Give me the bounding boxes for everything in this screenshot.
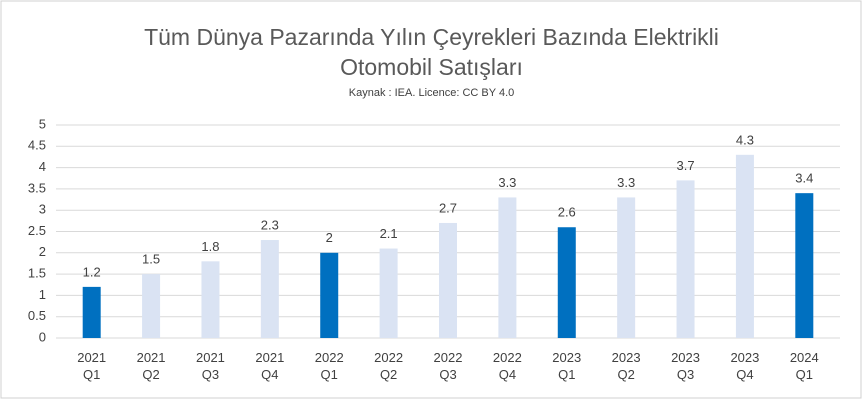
y-tick-label: 2.5 bbox=[28, 223, 46, 238]
data-label: 1.2 bbox=[83, 264, 101, 279]
y-tick-label: 2 bbox=[39, 244, 46, 259]
data-label: 3.7 bbox=[676, 158, 694, 173]
data-label: 2 bbox=[326, 230, 333, 245]
y-tick-label: 1 bbox=[39, 287, 46, 302]
chart-title: Tüm Dünya Pazarında Yılın Çeyrekleri Baz… bbox=[144, 24, 719, 80]
y-tick-label: 3.5 bbox=[28, 180, 46, 195]
data-label: 2.6 bbox=[558, 205, 576, 220]
data-label: 2.3 bbox=[261, 217, 279, 232]
bar bbox=[439, 222, 457, 338]
data-label: 2.7 bbox=[439, 200, 457, 215]
x-tick-label: 2024 Q1 bbox=[789, 350, 819, 382]
bar bbox=[795, 193, 814, 338]
y-tick-label: 5 bbox=[39, 116, 46, 131]
bar bbox=[735, 154, 754, 338]
x-tick-label: 2023 Q1 bbox=[552, 350, 582, 382]
x-tick-label: 2021 Q2 bbox=[136, 350, 166, 382]
bar bbox=[201, 261, 220, 338]
x-tick-label: 2022 Q2 bbox=[374, 350, 404, 382]
bar bbox=[260, 240, 279, 338]
bar bbox=[617, 197, 636, 338]
x-tick-label: 2023 Q2 bbox=[611, 350, 641, 382]
data-label: 3.3 bbox=[498, 175, 516, 190]
bar bbox=[676, 180, 695, 338]
data-label: 2.1 bbox=[380, 226, 398, 241]
y-tick-label: 3 bbox=[39, 202, 46, 217]
data-label: 1.5 bbox=[142, 252, 160, 267]
x-tick-label: 2023 Q3 bbox=[671, 350, 700, 382]
x-tick-label: 2021 Q4 bbox=[255, 350, 285, 382]
bar bbox=[379, 248, 398, 338]
data-label: 1.8 bbox=[201, 239, 219, 254]
bar bbox=[498, 197, 517, 338]
title-box: Tüm Dünya Pazarında Yılın Çeyrekleri Baz… bbox=[0, 22, 863, 82]
x-tick-label: 2022 Q4 bbox=[492, 350, 522, 382]
bar bbox=[557, 227, 576, 338]
y-tick-label: 0 bbox=[39, 329, 46, 344]
bar bbox=[320, 252, 339, 338]
x-tick-label: 2022 Q1 bbox=[314, 350, 344, 382]
x-tick-label: 2021 Q3 bbox=[195, 350, 225, 382]
bar bbox=[82, 286, 101, 338]
x-tick-label: 2023 Q4 bbox=[730, 350, 760, 382]
y-tick-label: 0.5 bbox=[28, 308, 46, 323]
y-tick-label: 4.5 bbox=[28, 138, 46, 153]
data-label: 3.4 bbox=[795, 171, 813, 186]
y-tick-label: 1.5 bbox=[28, 266, 46, 281]
data-label: 3.3 bbox=[617, 175, 635, 190]
bar bbox=[142, 274, 161, 338]
y-tick-label: 4 bbox=[39, 159, 46, 174]
x-tick-label: 2021 Q1 bbox=[77, 350, 107, 382]
data-label: 4.3 bbox=[736, 132, 754, 147]
chart-subtitle: Kaynak : IEA. Licence: CC BY 4.0 bbox=[348, 87, 515, 99]
x-tick-label: 2022 Q3 bbox=[433, 350, 463, 382]
